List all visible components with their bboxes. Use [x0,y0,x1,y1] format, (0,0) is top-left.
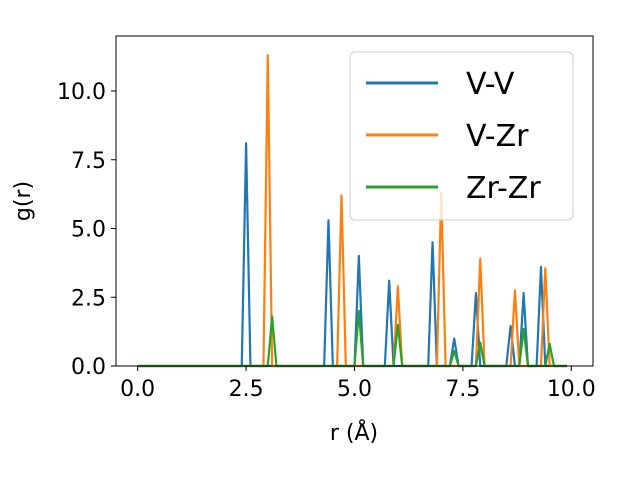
x-tick-label: 0.0 [120,377,155,402]
x-tick-label: 5.0 [337,377,372,402]
x-axis-label: r (Å) [330,419,378,446]
x-tick-label: 2.5 [229,377,264,402]
legend-label-zr-zr: Zr-Zr [466,171,541,206]
y-tick-label: 2.5 [71,286,106,311]
x-axis: 0.0 2.5 5.0 7.5 10.0 [120,366,596,402]
legend-frame [349,51,574,221]
y-tick-label: 10.0 [57,80,106,105]
y-tick-label: 5.0 [71,218,106,243]
x-tick-label: 7.5 [445,377,480,402]
legend-label-v-v: V-V [466,67,515,102]
y-tick-label: 0.0 [71,355,106,380]
legend-label-v-zr: V-Zr [466,119,529,154]
y-axis: 0.0 2.5 5.0 7.5 10.0 [57,80,116,380]
y-axis-label: g(r) [11,181,36,221]
legend: V-V V-Zr Zr-Zr [349,51,574,221]
x-tick-label: 10.0 [547,377,596,402]
y-tick-label: 7.5 [71,149,106,174]
